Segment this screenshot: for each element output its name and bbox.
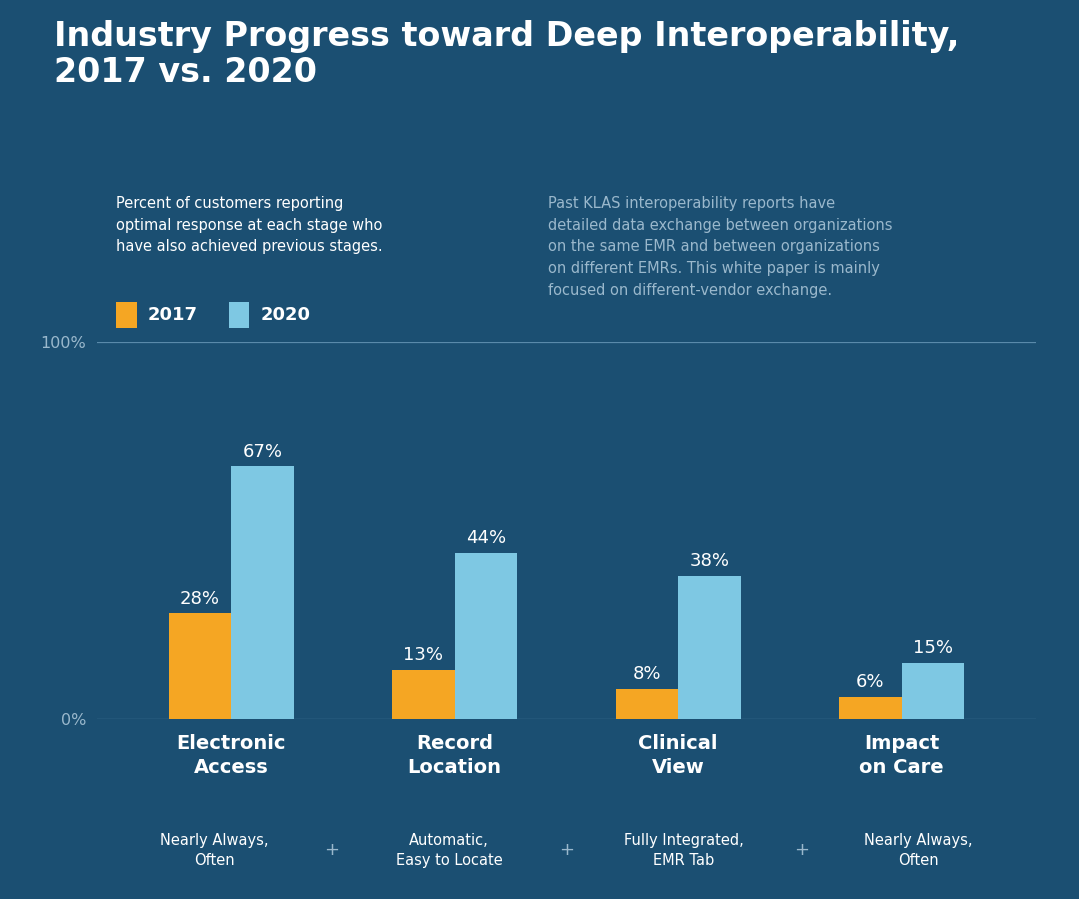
Text: 15%: 15% — [913, 639, 953, 657]
Text: +: + — [559, 841, 574, 859]
Bar — [902, 663, 965, 719]
Text: 13%: 13% — [404, 646, 443, 664]
Text: 38%: 38% — [689, 552, 729, 570]
Bar — [454, 553, 517, 719]
Bar — [168, 613, 231, 719]
Bar — [231, 467, 293, 719]
Bar — [229, 301, 249, 328]
Text: 44%: 44% — [466, 530, 506, 547]
Text: Record
Location: Record Location — [408, 734, 502, 778]
Text: Nearly Always,
Often: Nearly Always, Often — [864, 833, 973, 868]
Text: 6%: 6% — [857, 672, 885, 690]
Text: 67%: 67% — [243, 442, 283, 460]
Text: 8%: 8% — [632, 665, 661, 683]
Text: 2017: 2017 — [148, 306, 197, 324]
Bar — [616, 689, 679, 719]
Text: Impact
on Care: Impact on Care — [859, 734, 944, 778]
Bar — [115, 301, 137, 328]
Text: Fully Integrated,
EMR Tab: Fully Integrated, EMR Tab — [624, 833, 743, 868]
Text: Automatic,
Easy to Locate: Automatic, Easy to Locate — [396, 833, 503, 868]
Text: +: + — [325, 841, 339, 859]
Text: Past KLAS interoperability reports have
detailed data exchange between organizat: Past KLAS interoperability reports have … — [548, 196, 892, 298]
Bar — [839, 697, 902, 719]
Text: Industry Progress toward Deep Interoperability,
2017 vs. 2020: Industry Progress toward Deep Interopera… — [54, 20, 959, 90]
Text: 28%: 28% — [180, 590, 220, 608]
Text: +: + — [794, 841, 808, 859]
Text: 2020: 2020 — [260, 306, 311, 324]
Text: Clinical
View: Clinical View — [639, 734, 718, 778]
Bar — [679, 575, 741, 719]
Text: Nearly Always,
Often: Nearly Always, Often — [160, 833, 269, 868]
Text: Electronic
Access: Electronic Access — [177, 734, 286, 778]
Bar — [392, 670, 454, 719]
Text: Percent of customers reporting
optimal response at each stage who
have also achi: Percent of customers reporting optimal r… — [115, 196, 383, 254]
